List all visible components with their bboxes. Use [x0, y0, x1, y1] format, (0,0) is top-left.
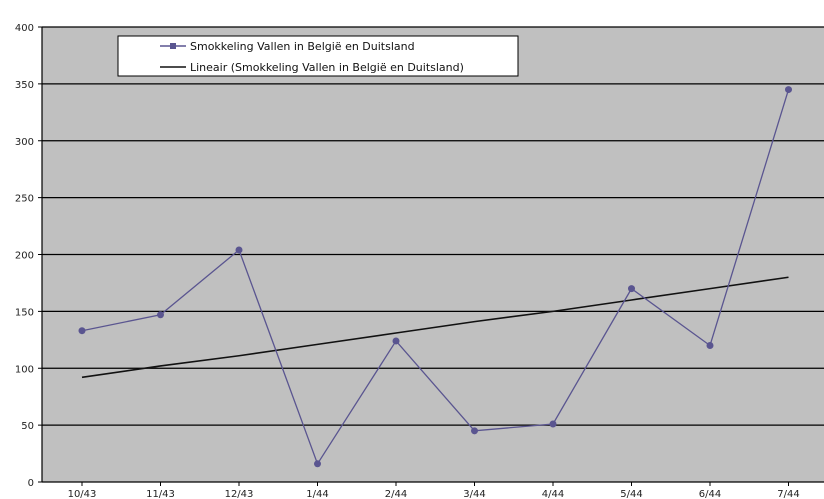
y-tick-label: 0 [28, 478, 34, 489]
series-layer [78, 86, 792, 468]
gridlines [42, 26, 824, 426]
legend-swatch-marker [170, 43, 176, 49]
x-tick-label: 12/43 [225, 489, 254, 499]
x-tick-label: 5/44 [620, 489, 642, 499]
data-point [392, 337, 400, 345]
series-line [81, 89, 790, 466]
data-point [235, 246, 243, 254]
data-point [628, 285, 635, 293]
legend: Smokkeling Vallen in België en Duitsland… [117, 35, 519, 77]
legend-label-series: Smokkeling Vallen in België en Duitsland [190, 40, 415, 53]
x-tick-label: 10/43 [68, 489, 97, 499]
y-tick-label: 300 [15, 137, 34, 148]
y-tick-label: 400 [15, 23, 34, 34]
data-point [157, 311, 164, 319]
data-point [314, 460, 321, 468]
x-tick-label: 6/44 [699, 489, 721, 499]
y-axis-ticks: 0 50 100 150 200 250 300 350 400 [15, 23, 42, 489]
y-tick-label: 250 [15, 194, 34, 205]
trendline-line [81, 276, 789, 379]
x-tick-label: 11/43 [146, 489, 175, 499]
y-tick-label: 100 [15, 364, 34, 375]
x-axis-ticks: 10/43 11/43 12/43 1/44 2/44 3/44 4/44 5/44 6/44 7… [68, 482, 800, 499]
x-tick-label: 7/44 [777, 489, 799, 499]
data-point [471, 427, 478, 435]
y-tick-label: 150 [15, 307, 34, 318]
legend-box [117, 35, 519, 77]
data-point [785, 86, 792, 94]
legend-label-trendline: Lineair (Smokkeling Vallen in België en … [190, 61, 464, 74]
data-point [78, 327, 86, 335]
x-tick-label: 3/44 [463, 489, 485, 499]
x-tick-label: 1/44 [306, 489, 328, 499]
y-tick-label: 200 [15, 251, 34, 262]
data-point [706, 342, 714, 349]
x-tick-label: 2/44 [385, 489, 407, 499]
data-point [549, 420, 557, 428]
y-tick-label: 350 [15, 80, 34, 91]
x-tick-label: 4/44 [542, 489, 564, 499]
y-tick-label: 50 [21, 421, 34, 432]
